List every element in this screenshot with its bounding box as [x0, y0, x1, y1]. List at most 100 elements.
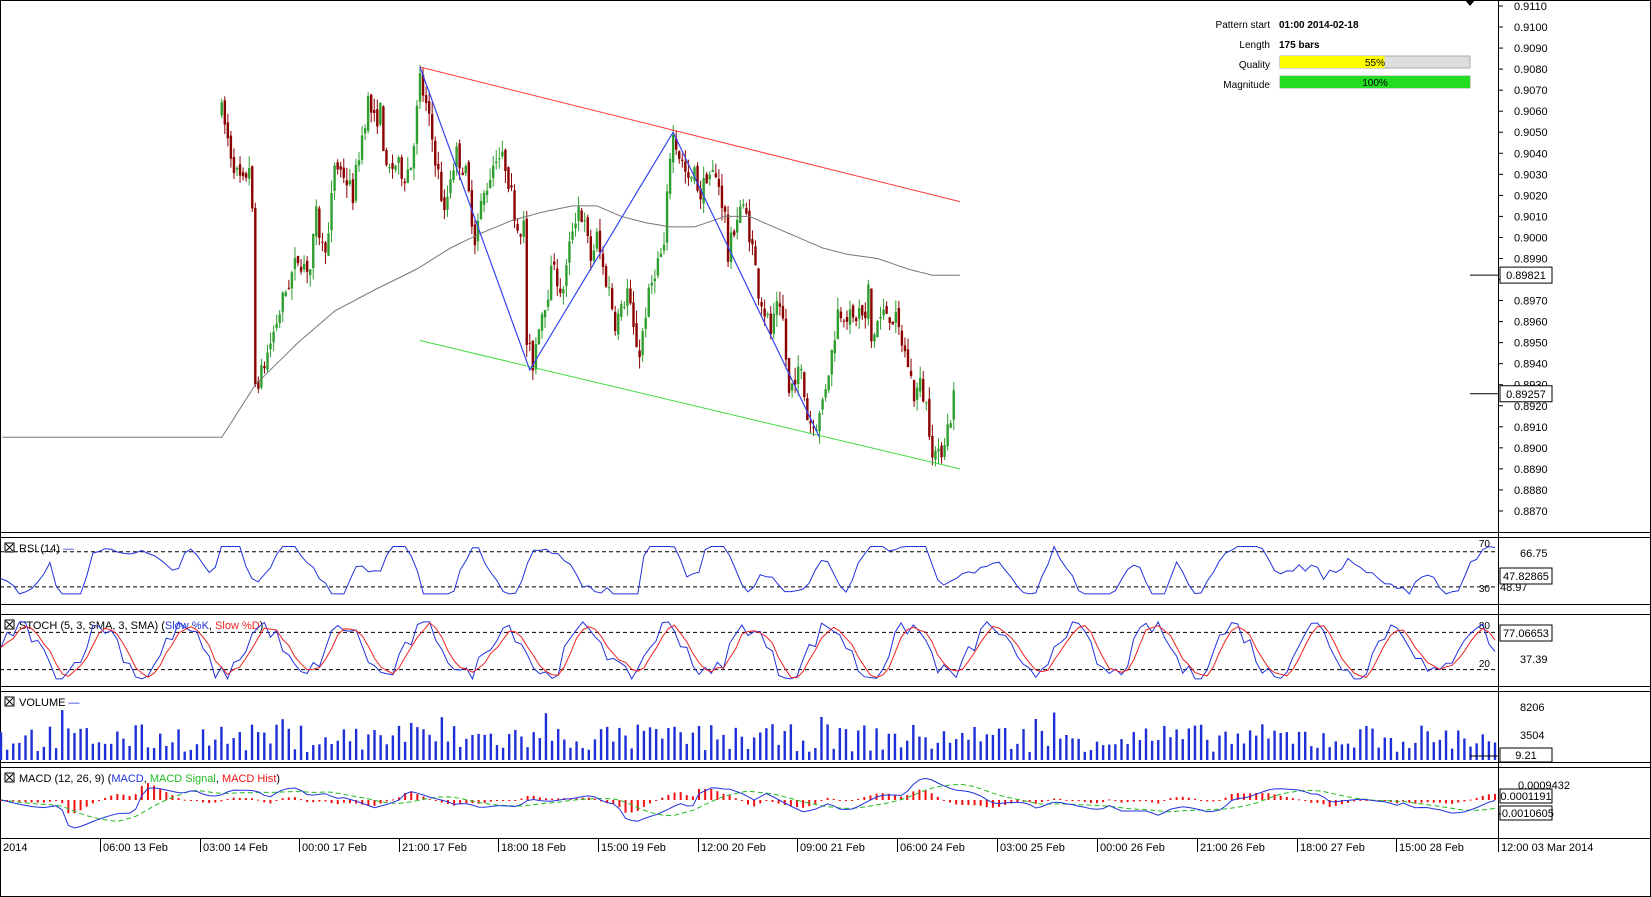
macd-hist-bar [795, 800, 798, 808]
macd-hist-bar [1365, 800, 1368, 801]
macd-hist-bar [244, 798, 247, 800]
candle [696, 162, 699, 193]
candle [623, 301, 626, 310]
macd-hist-bar [1157, 800, 1160, 804]
volume-bar [1377, 747, 1380, 760]
macd-current-box [1499, 788, 1553, 804]
candle [525, 211, 528, 358]
volume-bar [36, 751, 39, 760]
candle-body [754, 246, 757, 266]
volume-bar [1255, 735, 1258, 760]
volume-bar [18, 742, 21, 760]
volume-bar [581, 747, 584, 760]
volume-bar [1108, 744, 1111, 760]
macd-hist-bar [893, 795, 896, 800]
macd-title-part: ) [276, 773, 280, 785]
price-tick-label: 0.8870 [1514, 506, 1548, 518]
macd-title: MACD (12, 26, 9) (MACD, MACD Signal, MAC… [19, 773, 280, 785]
volume-bar [661, 738, 664, 760]
candle-body [711, 169, 714, 172]
volume-bar [312, 745, 315, 760]
macd-hist-bar [961, 800, 964, 805]
candle [656, 251, 660, 279]
macd-hist-bar [979, 800, 982, 806]
candle-body [549, 265, 553, 301]
macd-hist-bar [740, 800, 743, 802]
candle-body [912, 380, 916, 402]
candle-body [882, 309, 885, 316]
volume-bar [116, 731, 119, 760]
candle [751, 230, 754, 256]
macd-hist-bar [1267, 793, 1270, 800]
volume-bar [1065, 734, 1068, 760]
volume-bar [1267, 738, 1270, 760]
candle [373, 98, 376, 122]
candle-body [543, 309, 547, 318]
candle-body [915, 387, 919, 400]
volume-bar [103, 743, 107, 760]
candle-body [793, 379, 797, 385]
macd-hist-bar [165, 792, 168, 800]
volume-bar [483, 734, 486, 760]
macd-hist-bar [1224, 797, 1227, 800]
volume-bar [563, 739, 566, 760]
macd-hist-bar [1114, 800, 1117, 802]
candle [653, 269, 657, 294]
candle [766, 311, 769, 319]
volume-bar [422, 729, 425, 760]
candle [912, 379, 916, 407]
volume-bar [373, 729, 376, 760]
candle [711, 159, 714, 173]
x-tick-label: 00:00 17 Feb [302, 842, 367, 854]
candle [891, 321, 894, 325]
macd-hist-bar [747, 800, 749, 805]
candle [888, 316, 891, 331]
volume-bar [899, 747, 903, 760]
rsi-tick-mid: 48.97 [1500, 582, 1528, 594]
volume-bar [544, 713, 548, 760]
candle-body [772, 313, 775, 334]
rsi-close-cross [5, 543, 14, 552]
candle-body [720, 185, 724, 208]
candle [366, 92, 370, 134]
candle [693, 165, 696, 184]
candle [513, 184, 516, 229]
volume-bar [648, 727, 652, 760]
macd-hist-bar [1451, 800, 1454, 804]
volume-bar [667, 727, 670, 760]
volume-bar [165, 745, 168, 760]
candle-body [473, 224, 477, 246]
candle-body [363, 128, 367, 134]
candle-body [464, 165, 467, 174]
volume-bar [1328, 747, 1331, 760]
candle-body [906, 349, 910, 368]
volume-bar [1059, 738, 1062, 760]
candle-body [293, 258, 297, 270]
macd-hist-bar [195, 800, 198, 801]
volume-bar [783, 731, 786, 760]
macd-hist-bar [189, 800, 192, 801]
candle [461, 167, 464, 176]
candle-body [778, 303, 782, 307]
macd-hist-bar [789, 800, 792, 807]
candle [238, 156, 242, 183]
macd-hist-bar [1175, 797, 1178, 800]
volume-bar [1322, 733, 1325, 760]
candle-body [467, 162, 470, 192]
volume-bar [428, 734, 431, 760]
candle-body [556, 268, 559, 287]
candle-body [421, 74, 425, 96]
macd-hist-bar [814, 800, 817, 804]
macd-hist-bar [710, 789, 713, 800]
candle [833, 331, 836, 362]
candle-body [873, 334, 876, 342]
volume-bar [826, 724, 829, 760]
candle [553, 253, 556, 271]
macd-hist-bar [1255, 792, 1258, 800]
volume-bar [820, 716, 823, 760]
macd-hist-bar [551, 798, 554, 800]
volume-bar [550, 740, 554, 760]
volume-bar [905, 740, 909, 760]
volume-bar [336, 740, 339, 760]
candle-body [513, 190, 516, 222]
